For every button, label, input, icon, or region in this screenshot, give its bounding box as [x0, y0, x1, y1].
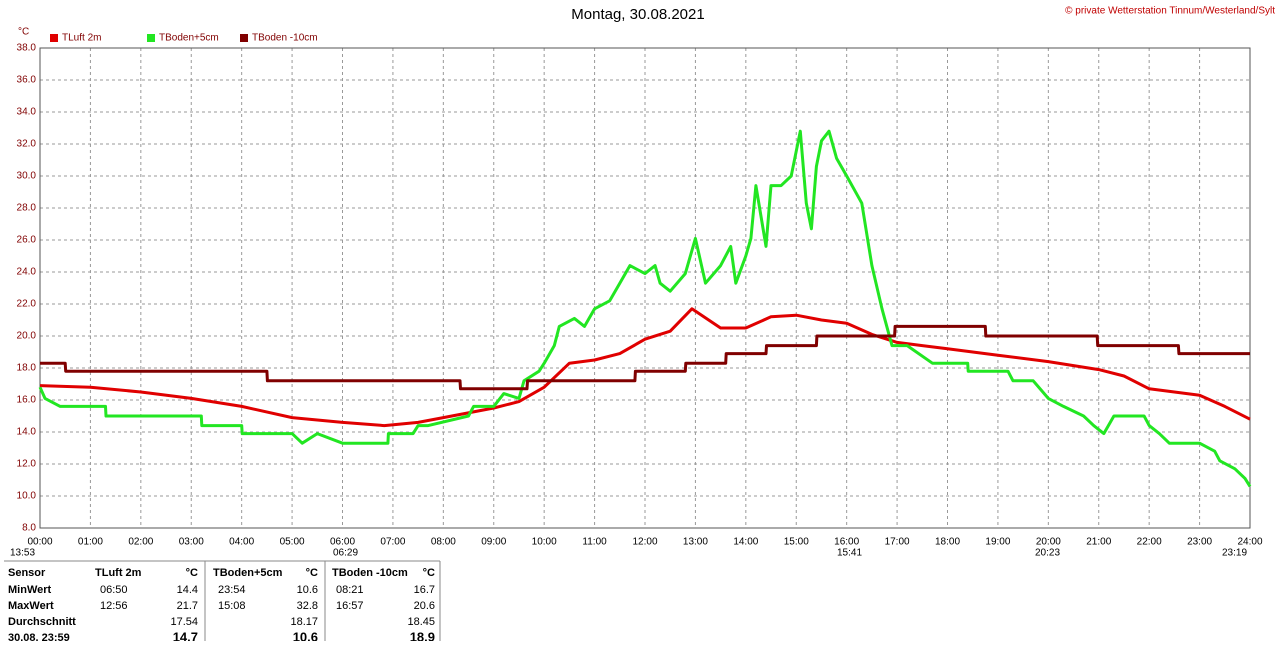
- table-header: TLuft 2m: [95, 567, 142, 579]
- x-tick-label: 01:00: [78, 537, 103, 548]
- table-cell: 12:56: [100, 600, 128, 612]
- x-tick-label: 24:00: [1237, 537, 1262, 548]
- astro-time: 20:23: [1035, 548, 1060, 559]
- x-tick-label: 18:00: [935, 537, 960, 548]
- y-tick-label: 8.0: [22, 523, 36, 534]
- x-tick-label: 22:00: [1137, 537, 1162, 548]
- series-line: [38, 129, 1252, 488]
- legend-label: TBoden -10cm: [252, 33, 318, 44]
- legend-label: TBoden+5cm: [159, 33, 219, 44]
- table-cell: 06:50: [100, 584, 128, 596]
- y-tick-label: 36.0: [17, 75, 37, 86]
- x-tick-label: 06:00: [330, 537, 355, 548]
- legend-swatch: [147, 34, 155, 42]
- y-tick-label: 34.0: [17, 107, 37, 118]
- x-tick-label: 17:00: [885, 537, 910, 548]
- x-tick-label: 02:00: [128, 537, 153, 548]
- y-tick-label: 14.0: [17, 427, 37, 438]
- table-cell: 14.7: [173, 629, 198, 641]
- table-cell: 14.4: [177, 584, 198, 596]
- y-tick-label: 28.0: [17, 203, 37, 214]
- x-tick-label: 00:00: [27, 537, 52, 548]
- table-header: °C: [306, 567, 318, 579]
- table-cell: 16:57: [336, 600, 364, 612]
- table-header: TBoden+5cm: [213, 567, 283, 579]
- x-tick-label: 16:00: [834, 537, 859, 548]
- legend-swatch: [50, 34, 58, 42]
- table-cell: 18.17: [290, 616, 318, 628]
- table-header: TBoden -10cm: [332, 567, 408, 579]
- table-cell: 18.45: [407, 616, 435, 628]
- table-cell: 21.7: [177, 600, 198, 612]
- table-cell: 23:54: [218, 584, 246, 596]
- x-tick-label: 09:00: [481, 537, 506, 548]
- astro-time: 23:19: [1222, 548, 1247, 559]
- y-tick-label: 38.0: [17, 43, 37, 54]
- y-tick-label: 16.0: [17, 395, 37, 406]
- x-tick-label: 10:00: [532, 537, 557, 548]
- x-tick-label: 08:00: [431, 537, 456, 548]
- legend-swatch: [240, 34, 248, 42]
- table-header: °C: [423, 567, 435, 579]
- x-tick-label: 23:00: [1187, 537, 1212, 548]
- table-header: Sensor: [8, 567, 46, 579]
- x-tick-label: 03:00: [179, 537, 204, 548]
- table-cell: 10.6: [297, 584, 318, 596]
- astro-time: 15:41: [837, 548, 862, 559]
- chart-title: Montag, 30.08.2021: [571, 6, 704, 23]
- x-tick-label: 11:00: [582, 537, 607, 548]
- table-cell: 16.7: [414, 584, 435, 596]
- series-line: [40, 324, 1250, 391]
- table-cell: MinWert: [8, 584, 52, 596]
- table-cell: 08:21: [336, 584, 364, 596]
- x-tick-label: 07:00: [380, 537, 405, 548]
- plot-border: [39, 47, 1251, 529]
- x-tick-label: 13:00: [683, 537, 708, 548]
- x-tick-label: 21:00: [1086, 537, 1111, 548]
- x-tick-label: 20:00: [1036, 537, 1061, 548]
- table-cell: MaxWert: [8, 600, 54, 612]
- x-tick-label: 15:00: [784, 537, 809, 548]
- y-tick-label: 12.0: [17, 459, 37, 470]
- table-cell: 17.54: [170, 616, 198, 628]
- y-tick-label: 20.0: [17, 331, 37, 342]
- table-cell: 20.6: [414, 600, 435, 612]
- series-line: [39, 307, 1251, 428]
- legend-label: TLuft 2m: [62, 33, 101, 44]
- table-cell: 32.8: [297, 600, 318, 612]
- x-tick-label: 14:00: [733, 537, 758, 548]
- x-tick-label: 04:00: [229, 537, 254, 548]
- y-tick-label: 30.0: [17, 171, 37, 182]
- astro-time: 06:29: [333, 548, 358, 559]
- chart-subtitle: © private Wetterstation Tinnum/Westerlan…: [1065, 6, 1275, 17]
- table-cell: 10.6: [293, 629, 318, 641]
- y-tick-label: 10.0: [17, 491, 37, 502]
- table-cell: 15:08: [218, 600, 246, 612]
- x-tick-label: 05:00: [280, 537, 305, 548]
- y-tick-label: 26.0: [17, 235, 37, 246]
- y-label: °C: [18, 27, 29, 38]
- table-header: °C: [186, 567, 198, 579]
- table-cell: 18.9: [410, 629, 435, 641]
- table-cell: Durchschnitt: [8, 616, 76, 628]
- y-tick-label: 24.0: [17, 267, 37, 278]
- x-tick-label: 19:00: [985, 537, 1010, 548]
- table-cell: 30.08. 23:59: [8, 632, 70, 641]
- y-tick-label: 18.0: [17, 363, 37, 374]
- x-tick-label: 12:00: [632, 537, 657, 548]
- y-tick-label: 22.0: [17, 299, 37, 310]
- y-tick-label: 32.0: [17, 139, 37, 150]
- astro-time: 13:53: [10, 548, 35, 559]
